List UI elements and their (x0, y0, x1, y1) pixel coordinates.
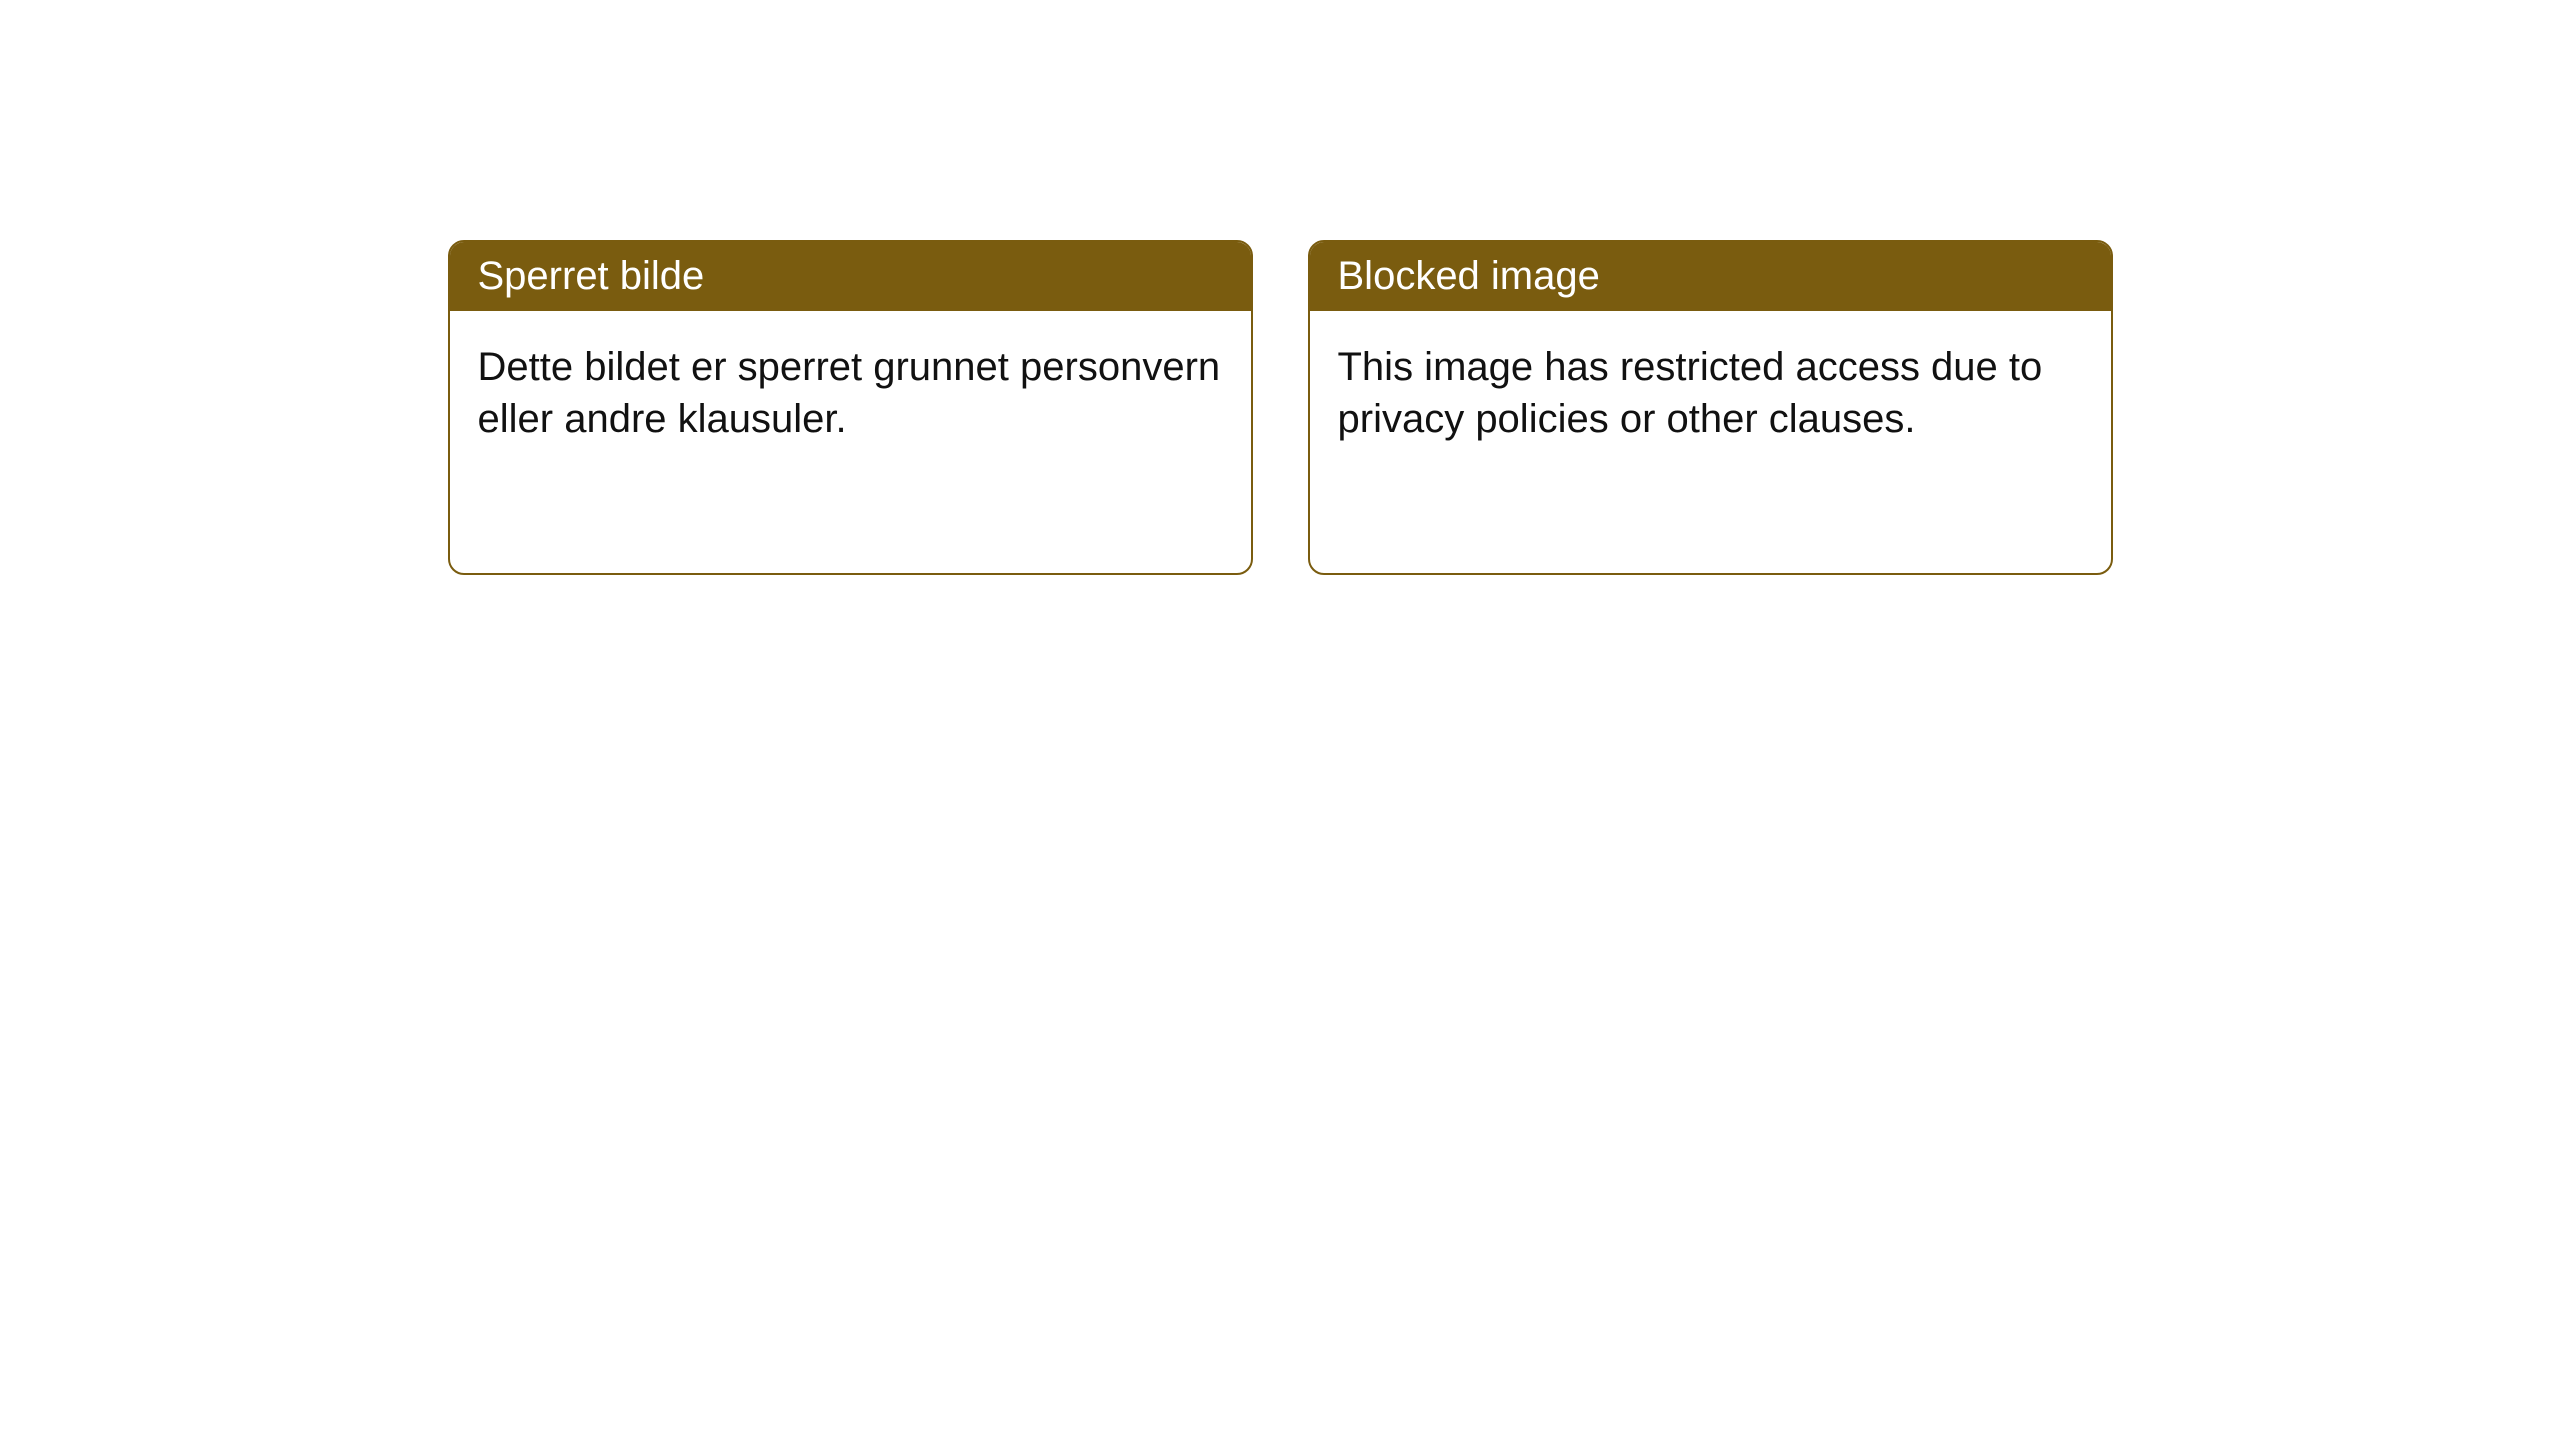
notice-card-english: Blocked image This image has restricted … (1308, 240, 2113, 575)
notice-header-text: Sperret bilde (478, 254, 705, 298)
notice-container: Sperret bilde Dette bildet er sperret gr… (448, 240, 2113, 575)
notice-body-text: Dette bildet er sperret grunnet personve… (478, 345, 1221, 441)
notice-card-norwegian: Sperret bilde Dette bildet er sperret gr… (448, 240, 1253, 575)
notice-header-text: Blocked image (1338, 254, 1600, 298)
notice-header: Sperret bilde (450, 242, 1251, 311)
notice-body: This image has restricted access due to … (1310, 311, 2111, 475)
notice-body: Dette bildet er sperret grunnet personve… (450, 311, 1251, 475)
notice-header: Blocked image (1310, 242, 2111, 311)
notice-body-text: This image has restricted access due to … (1338, 345, 2043, 441)
